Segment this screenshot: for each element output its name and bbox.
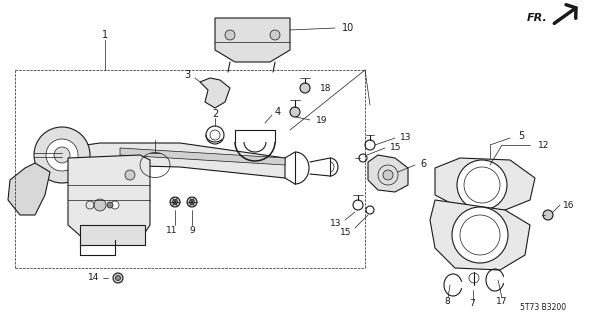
Text: 8: 8 bbox=[444, 298, 450, 307]
Text: 13: 13 bbox=[329, 219, 341, 228]
Circle shape bbox=[457, 160, 507, 210]
Text: 15: 15 bbox=[339, 228, 351, 236]
Polygon shape bbox=[120, 148, 285, 165]
Circle shape bbox=[94, 199, 106, 211]
Text: 19: 19 bbox=[316, 116, 327, 124]
Text: 7: 7 bbox=[469, 300, 475, 308]
Circle shape bbox=[189, 199, 195, 204]
Polygon shape bbox=[80, 225, 145, 245]
Polygon shape bbox=[368, 155, 408, 192]
Polygon shape bbox=[68, 155, 150, 240]
Text: 5T73 B3200: 5T73 B3200 bbox=[520, 303, 566, 313]
Circle shape bbox=[170, 197, 180, 207]
Circle shape bbox=[125, 170, 135, 180]
Circle shape bbox=[54, 147, 70, 163]
Text: 12: 12 bbox=[538, 140, 549, 149]
Text: 2: 2 bbox=[212, 109, 218, 119]
Text: 15: 15 bbox=[390, 142, 402, 151]
Circle shape bbox=[543, 210, 553, 220]
Circle shape bbox=[300, 83, 310, 93]
Polygon shape bbox=[215, 18, 290, 62]
Circle shape bbox=[172, 199, 177, 204]
Text: 10: 10 bbox=[342, 23, 354, 33]
Circle shape bbox=[34, 127, 90, 183]
Circle shape bbox=[116, 276, 121, 281]
Circle shape bbox=[187, 197, 197, 207]
Polygon shape bbox=[430, 200, 530, 270]
Text: 3: 3 bbox=[184, 70, 190, 80]
Circle shape bbox=[452, 207, 508, 263]
Circle shape bbox=[225, 30, 235, 40]
Text: 16: 16 bbox=[563, 201, 575, 210]
Circle shape bbox=[290, 107, 300, 117]
Text: 14: 14 bbox=[87, 274, 99, 283]
Text: 4: 4 bbox=[275, 107, 281, 117]
Circle shape bbox=[383, 170, 393, 180]
Polygon shape bbox=[200, 78, 230, 108]
Text: 9: 9 bbox=[189, 226, 195, 235]
Text: FR.: FR. bbox=[527, 13, 548, 23]
Circle shape bbox=[107, 202, 113, 208]
Text: 5: 5 bbox=[518, 131, 524, 141]
Text: 11: 11 bbox=[166, 226, 178, 235]
Circle shape bbox=[111, 201, 119, 209]
Text: 18: 18 bbox=[320, 84, 332, 92]
Text: 13: 13 bbox=[400, 132, 411, 141]
Text: 17: 17 bbox=[496, 298, 508, 307]
Polygon shape bbox=[435, 158, 535, 210]
Circle shape bbox=[113, 273, 123, 283]
Circle shape bbox=[46, 139, 78, 171]
Text: 1: 1 bbox=[102, 30, 108, 40]
Circle shape bbox=[270, 30, 280, 40]
Polygon shape bbox=[8, 163, 50, 215]
Text: 6: 6 bbox=[420, 159, 426, 169]
Polygon shape bbox=[65, 143, 285, 178]
